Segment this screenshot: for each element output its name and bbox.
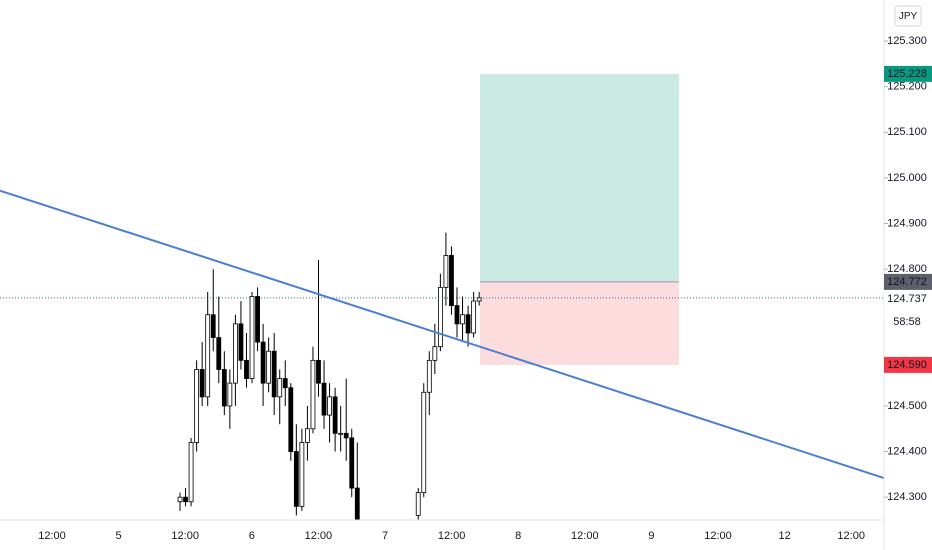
candle-body	[244, 359, 249, 379]
price-badge	[884, 356, 932, 373]
countdown: 58:58	[893, 316, 921, 328]
x-tick-label: 12	[778, 530, 790, 542]
candle-body	[205, 314, 211, 398]
candle-body	[255, 296, 260, 343]
candle-body	[299, 442, 305, 507]
x-tick-label: 5	[116, 530, 122, 542]
candle-body	[177, 496, 183, 503]
x-tick-label: 8	[515, 530, 521, 542]
x-tick-label: 7	[382, 530, 388, 542]
candle-body	[327, 396, 332, 416]
y-tick-label: 124.800	[887, 263, 927, 275]
candle-body	[460, 314, 465, 325]
candle-body	[271, 350, 277, 398]
candle-body	[338, 432, 344, 435]
price-badge	[884, 273, 932, 290]
x-tick-label: 12:00	[438, 530, 466, 542]
x-tick-label: 12:00	[171, 530, 199, 542]
candle-body	[288, 387, 294, 452]
price-badge-label: 125.228	[887, 68, 927, 80]
price-badge-label: 124.590	[887, 359, 927, 371]
candle-body	[443, 255, 449, 288]
currency: JPY	[899, 11, 918, 22]
candle-body	[426, 359, 432, 393]
candle-body	[454, 305, 460, 325]
y-tick-label: 125.000	[887, 172, 927, 184]
candle-body	[349, 437, 355, 489]
candle-body	[471, 300, 477, 334]
y-tick-label: 125.100	[887, 126, 927, 138]
candle-body	[415, 492, 421, 516]
candle-body	[282, 378, 288, 389]
candle-body	[432, 346, 438, 361]
x-tick-label: 9	[648, 530, 654, 542]
candle-body	[227, 382, 233, 407]
y-tick-label: 124.900	[887, 217, 927, 229]
y-tick-label: 124.300	[887, 491, 927, 503]
candle-body	[332, 396, 338, 434]
candle-body	[266, 350, 272, 384]
price-badge-label: 124.772	[887, 276, 927, 288]
candle-body	[183, 496, 188, 503]
stop-zone	[480, 281, 679, 365]
candle-body	[249, 296, 255, 379]
candle-body	[260, 341, 266, 384]
x-tick-label: 12:00	[38, 530, 66, 542]
candle-body	[476, 297, 482, 302]
x-tick-label: 6	[249, 530, 255, 542]
candle-body	[221, 369, 227, 407]
x-tick-label: 12:00	[305, 530, 333, 542]
candle-body	[277, 378, 283, 398]
x-tick-label: 12:00	[704, 530, 732, 542]
candle-body	[437, 286, 443, 348]
candle-body	[232, 323, 238, 384]
y-tick-label: 125.300	[887, 35, 927, 47]
plot-area	[0, 73, 884, 520]
candle-body	[238, 323, 244, 361]
candle-body	[188, 442, 194, 503]
candle-body	[194, 369, 200, 443]
candle-body	[305, 428, 310, 443]
x-tick-label: 12:00	[571, 530, 599, 542]
candle-body	[343, 432, 349, 439]
candle-body	[210, 314, 216, 338]
candle-body	[465, 314, 471, 334]
candle-body	[321, 382, 327, 416]
trendline	[0, 189, 884, 479]
x-tick-label: 12:00	[837, 530, 865, 542]
last-price-badge	[884, 289, 932, 320]
candle-body	[199, 369, 205, 398]
price-badge	[884, 65, 932, 82]
y-tick-label: 124.400	[887, 445, 927, 457]
candle-body	[354, 487, 360, 520]
candle-body	[293, 451, 299, 507]
candle-body	[310, 359, 316, 430]
candle-body	[316, 359, 321, 384]
candle-body	[449, 255, 454, 307]
y-tick-label: 124.500	[887, 400, 927, 412]
y-tick-label: 125.200	[887, 81, 927, 93]
currency-badge[interactable]	[894, 5, 922, 27]
last-price-label: 124.737	[887, 293, 927, 305]
candle-body	[216, 337, 222, 370]
candle-body	[421, 391, 427, 494]
target-zone	[480, 73, 679, 282]
